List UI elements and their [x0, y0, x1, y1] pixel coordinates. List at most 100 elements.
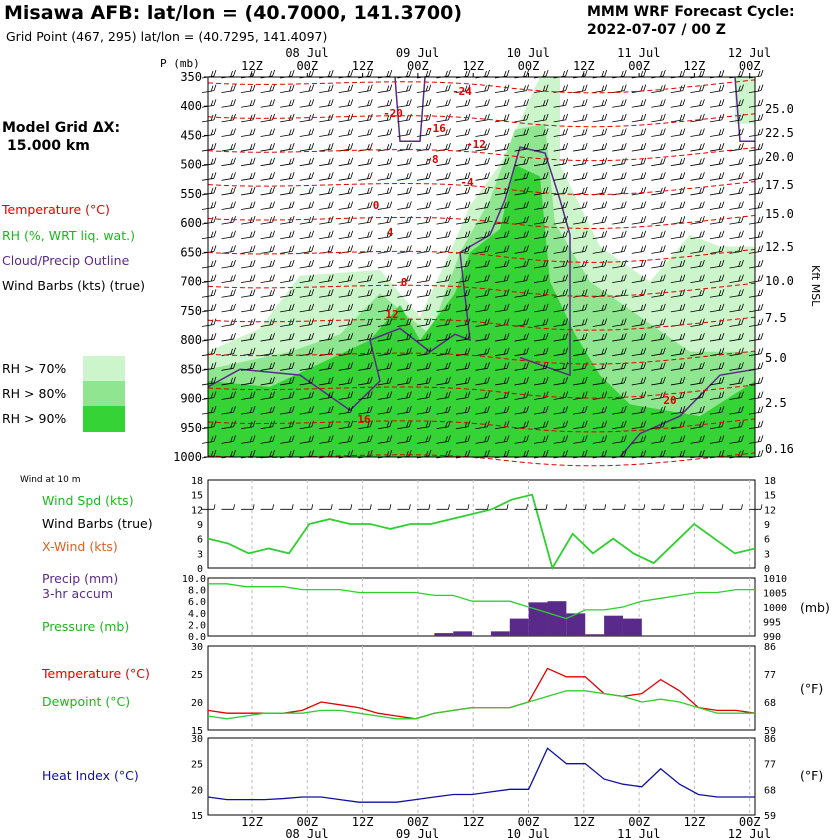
cross-section-frame: [207, 76, 756, 458]
wind-barb: [475, 391, 490, 400]
wind-barb: [416, 172, 432, 181]
wind-barb: [729, 420, 744, 430]
wind-barb-10m: [651, 504, 665, 510]
height-tick-label: 10.0: [765, 274, 794, 288]
wind-barb: [494, 274, 510, 284]
wind-barb: [436, 289, 451, 298]
wind-barb: [397, 376, 412, 386]
wind-barb: [573, 245, 588, 254]
wind-barb: [260, 303, 275, 313]
wind-barb: [514, 230, 529, 240]
wind-barb: [729, 303, 744, 313]
wind-barb: [612, 303, 627, 313]
wind-barb: [690, 274, 705, 284]
wind-barb: [729, 376, 744, 386]
cross-section-group: [201, 69, 764, 467]
wind-barb: [299, 420, 315, 430]
wind-barb: [221, 303, 236, 313]
wind-barb: [514, 406, 529, 415]
wind-ytick-right: 12: [764, 505, 776, 516]
wind-barb: [709, 245, 725, 254]
wind-barb: [436, 186, 451, 196]
wind-barb: [514, 376, 529, 386]
wind-barb: [319, 113, 334, 123]
wind-barb: [241, 84, 256, 94]
wind-barb: [397, 259, 412, 269]
wind-barb: [709, 289, 725, 298]
wind-barb: [338, 157, 354, 167]
wind-barb: [241, 435, 256, 444]
wind-barb: [651, 376, 666, 386]
wind-barb: [377, 332, 393, 342]
wind-ytick-right: 6: [764, 535, 770, 546]
wind-ytick-right: 18: [764, 476, 776, 487]
wind-barb: [260, 84, 275, 94]
wind-barb-10m: [612, 504, 626, 510]
wind-barb: [241, 186, 256, 196]
wind-barb: [729, 274, 744, 284]
wind-barb: [280, 362, 295, 371]
wind-barb: [416, 230, 432, 240]
temperature-contour-label: 4: [387, 226, 394, 239]
wind-barb: [631, 230, 647, 240]
wind-barb: [631, 245, 647, 254]
wind-barb: [553, 318, 569, 327]
rh90-swatch: [83, 406, 125, 432]
wind-barb: [475, 332, 490, 342]
wind-barb-10m: [592, 504, 607, 510]
wind-barb: [436, 99, 451, 108]
page-title: Misawa AFB: lat/lon = (40.7000, 141.3700…: [4, 2, 463, 24]
wind-barb: [221, 274, 236, 284]
wind-barb: [729, 172, 744, 181]
wind-barb: [319, 289, 334, 298]
wind-barb: [416, 332, 432, 342]
bottom-time-tick: 12Z: [684, 815, 706, 829]
wind-barb: [631, 216, 647, 225]
wind-barb: [241, 259, 256, 269]
wind-barb: [709, 362, 725, 371]
wind-barb: [651, 318, 666, 327]
wind-barb: [299, 84, 315, 94]
wind-barb: [709, 332, 725, 342]
wind-barb: [651, 142, 666, 152]
wind-barb: [358, 289, 373, 298]
wind-barb: [534, 274, 549, 284]
temp-ytick-right: 86: [764, 642, 776, 653]
wind-barb: [416, 274, 432, 284]
wind-barb: [260, 201, 275, 210]
wind-barb: [475, 259, 490, 269]
wind-barb: [494, 406, 510, 415]
temperature-contour-label: -24: [452, 85, 472, 98]
wind-barb: [729, 99, 744, 108]
wspd-label: Wind Spd (kts): [42, 493, 134, 508]
wind-barb: [631, 157, 647, 167]
wind-barb: [592, 376, 608, 386]
wind-barb: [651, 347, 666, 357]
wind-barb: [397, 362, 412, 371]
wind-barb: [358, 230, 373, 240]
wind-barb: [729, 318, 744, 327]
wind-barb: [280, 142, 295, 152]
pressure-tick-label: 550: [180, 187, 202, 201]
wind-barb: [397, 274, 412, 284]
wind-barb: [748, 230, 764, 240]
temperature-contour: [207, 316, 756, 331]
wind-barb: [377, 245, 393, 254]
wind-barb: [241, 289, 256, 298]
xwind-label: X-Wind (kts): [42, 539, 118, 554]
wind-ytick-left: 0: [197, 564, 203, 575]
temperature-contour-label: 20: [663, 394, 676, 407]
wind-barb-10m: [475, 504, 489, 510]
top-time-tick: 12Z: [352, 59, 374, 73]
wind-barb: [573, 435, 588, 444]
wind-barb: [573, 376, 588, 386]
wind-barb: [377, 289, 393, 298]
wind-barb: [670, 128, 686, 137]
temperature-contour: [207, 384, 756, 399]
wind-barb: [553, 332, 569, 342]
wind-barb: [670, 391, 686, 400]
wind-barb: [729, 259, 744, 269]
wind-barb: [260, 157, 275, 167]
wind-barb: [612, 201, 627, 210]
wind-barb: [534, 332, 549, 342]
